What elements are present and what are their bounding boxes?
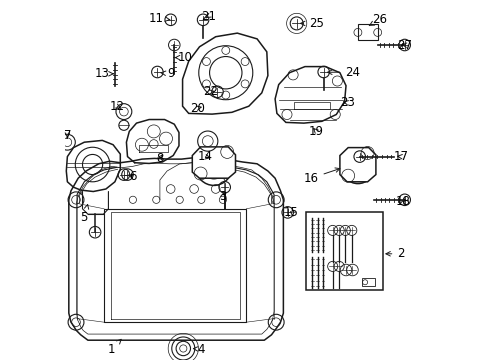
Text: 20: 20 (190, 102, 205, 114)
Text: 8: 8 (156, 152, 163, 165)
Bar (305, 212, 382, 290)
Text: 23: 23 (339, 96, 354, 109)
Text: 3: 3 (219, 190, 226, 203)
Text: 13: 13 (95, 67, 113, 80)
Text: 12: 12 (109, 100, 124, 113)
Bar (357, 24, 377, 40)
Text: 26: 26 (368, 13, 386, 26)
Text: 4: 4 (193, 343, 204, 356)
Text: 17: 17 (393, 150, 408, 163)
Polygon shape (339, 148, 375, 182)
Text: 9: 9 (161, 67, 174, 80)
Text: 15: 15 (283, 206, 298, 219)
Polygon shape (192, 147, 235, 178)
Text: 6: 6 (129, 170, 136, 183)
Text: 1: 1 (107, 339, 121, 356)
Text: 2: 2 (385, 247, 404, 260)
Text: 16: 16 (303, 168, 339, 185)
Bar (361, 278, 374, 286)
Text: 25: 25 (300, 17, 323, 30)
Text: 24: 24 (327, 66, 359, 78)
Text: 5: 5 (81, 204, 88, 224)
Polygon shape (275, 67, 346, 123)
Text: 22: 22 (203, 85, 217, 98)
Text: 18: 18 (395, 195, 409, 208)
Text: 7: 7 (63, 129, 71, 141)
Text: 14: 14 (197, 150, 212, 163)
Text: 21: 21 (201, 10, 216, 23)
Text: 10: 10 (174, 51, 192, 64)
Text: 27: 27 (396, 39, 411, 51)
Text: 19: 19 (308, 125, 324, 138)
Polygon shape (182, 33, 267, 114)
Text: 11: 11 (148, 12, 169, 24)
